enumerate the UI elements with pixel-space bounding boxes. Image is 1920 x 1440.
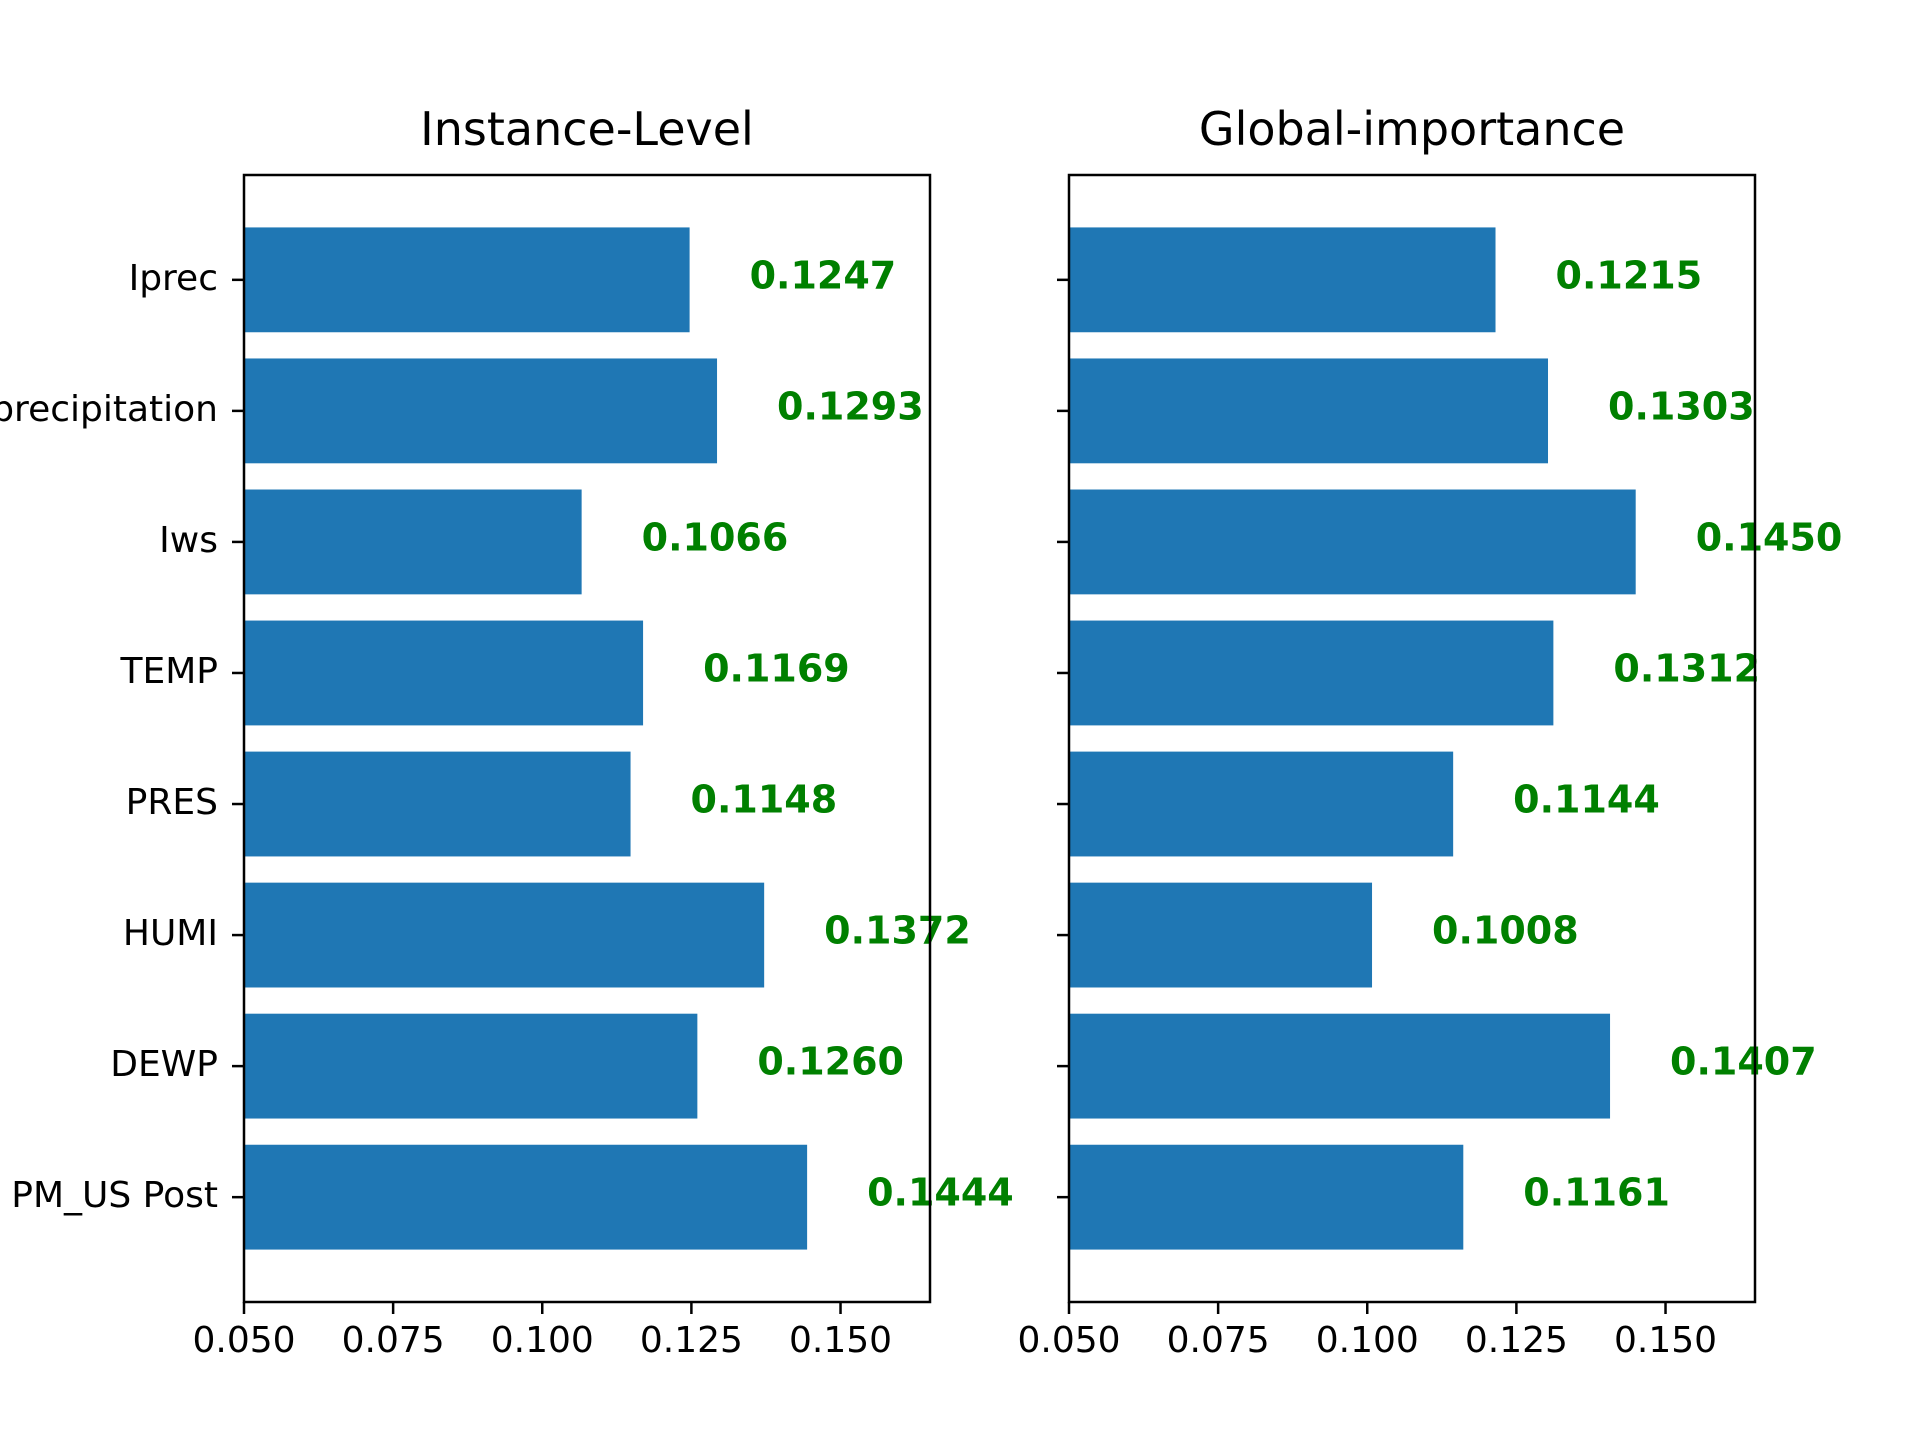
y-tick-label-8: PM_US Post (11, 1175, 218, 1216)
bar-1-8 (244, 1144, 808, 1250)
bar-1-1 (244, 227, 690, 333)
bar-2-1 (1069, 227, 1496, 333)
data-label-2-7: 0.1407 (1670, 1040, 1817, 1084)
bar-2-2 (1069, 358, 1549, 464)
x-tick-label-1-4: 0.125 (640, 1320, 743, 1361)
y-tick-label-4: TEMP (119, 651, 218, 692)
data-label-2-4: 0.1312 (1613, 646, 1760, 690)
axes-frame-2 (1067, 173, 1757, 1304)
axes-frame-1 (242, 173, 932, 1304)
chart-title-2: Global-importance (1199, 102, 1625, 156)
bar-1-6 (244, 882, 765, 988)
bar-2-3 (1069, 489, 1636, 595)
y-tick-label-7: DEWP (110, 1044, 218, 1085)
bar-1-5 (244, 751, 631, 857)
data-label-2-8: 0.1161 (1523, 1171, 1670, 1215)
data-label-1-7: 0.1260 (757, 1040, 904, 1084)
chart-panel-2: 0.1215 0.1303 0.1450 0.1312 0.1144 0.1008 0.14… (1017, 102, 1842, 1361)
x-tick-label-1-2: 0.075 (342, 1320, 445, 1361)
chart-title-1: Instance-Level (420, 102, 754, 156)
y-tick-label-1: Iprec (129, 258, 218, 299)
x-tick-label-1-5: 0.150 (789, 1320, 892, 1361)
x-tick-label-2-4: 0.125 (1465, 1320, 1568, 1361)
data-label-2-2: 0.1303 (1608, 384, 1755, 428)
x-tick-label-2-3: 0.100 (1316, 1320, 1419, 1361)
y-tick-label-6: HUMI (123, 913, 218, 954)
bar-2-6 (1069, 882, 1373, 988)
data-label-1-5: 0.1148 (691, 778, 838, 822)
bar-2-5 (1069, 751, 1454, 857)
data-label-1-2: 0.1293 (777, 384, 924, 428)
y-tick-label-5: PRES (126, 782, 218, 823)
data-label-1-4: 0.1169 (703, 646, 850, 690)
data-label-1-6: 0.1372 (824, 909, 971, 953)
x-tick-label-2-5: 0.150 (1614, 1320, 1717, 1361)
bar-2-8 (1069, 1144, 1464, 1250)
data-label-2-6: 0.1008 (1432, 909, 1579, 953)
data-label-1-1: 0.1247 (750, 253, 897, 297)
data-label-2-5: 0.1144 (1513, 778, 1660, 822)
chart-panel-1: 0.1247 Iprec 0.1293 precipitation 0.1066 Iws 0… (0, 102, 1014, 1361)
data-label-1-8: 0.1444 (867, 1171, 1014, 1215)
y-tick-label-2: precipitation (0, 389, 218, 430)
bar-1-4 (244, 620, 644, 726)
data-label-2-3: 0.1450 (1696, 515, 1843, 559)
bar-2-7 (1069, 1013, 1611, 1119)
x-tick-label-2-2: 0.075 (1167, 1320, 1270, 1361)
data-label-1-3: 0.1066 (642, 515, 789, 559)
x-tick-label-1-1: 0.050 (192, 1320, 295, 1361)
x-tick-label-1-3: 0.100 (491, 1320, 594, 1361)
bar-1-7 (244, 1013, 698, 1119)
x-tick-label-2-1: 0.050 (1017, 1320, 1120, 1361)
bar-2-4 (1069, 620, 1554, 726)
bar-1-2 (244, 358, 718, 464)
data-label-2-1: 0.1215 (1556, 253, 1703, 297)
bar-1-3 (244, 489, 582, 595)
y-tick-label-3: Iws (159, 520, 218, 561)
